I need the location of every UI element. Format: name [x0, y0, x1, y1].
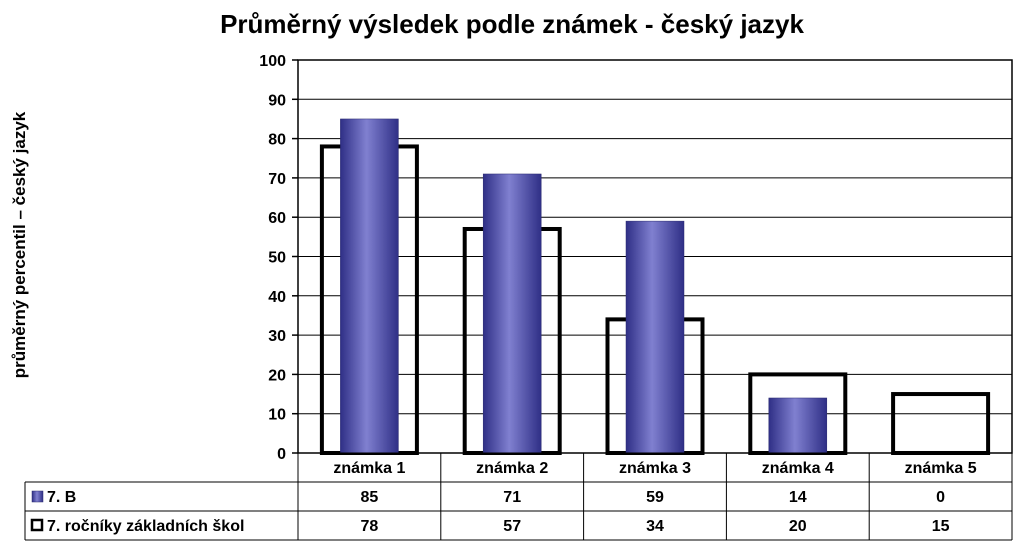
plot-area: 0 10 20 30 40 50 60 70 80 90 100 — [259, 53, 1013, 463]
y-axis-label: průměrný percentil – český jazyk — [10, 111, 29, 378]
data-value: 59 — [646, 489, 664, 506]
data-value: 20 — [789, 518, 807, 535]
y-tick-label: 20 — [268, 367, 286, 384]
category-label: známka 3 — [619, 460, 691, 477]
series-name: 7. B — [47, 489, 76, 506]
data-value: 15 — [932, 518, 950, 535]
category-label: známka 5 — [905, 460, 977, 477]
bar-filled — [340, 118, 399, 454]
bar-filled — [768, 397, 828, 454]
series-name: 7. ročníky základních škol — [47, 518, 244, 535]
y-tick-label: 40 — [268, 289, 286, 306]
data-value: 57 — [503, 518, 521, 535]
data-value: 14 — [789, 489, 807, 506]
category-label: známka 1 — [333, 460, 405, 477]
y-tick-label: 100 — [259, 53, 286, 70]
y-tick-label: 80 — [268, 132, 286, 149]
data-value: 34 — [646, 518, 664, 535]
category-label: známka 2 — [476, 460, 548, 477]
y-tick-label: 60 — [268, 210, 286, 227]
bar-outline — [891, 392, 991, 455]
data-value: 71 — [503, 489, 521, 506]
y-tick-label: 0 — [277, 446, 286, 463]
y-tick-label: 70 — [268, 171, 286, 188]
data-value: 78 — [361, 518, 379, 535]
bar-filled — [482, 173, 542, 454]
category-label: známka 4 — [762, 460, 834, 477]
y-tick-label: 90 — [268, 92, 286, 109]
data-value: 85 — [361, 489, 379, 506]
data-value: 0 — [936, 489, 945, 506]
chart-title: Průměrný výsledek podle známek - český j… — [220, 9, 804, 39]
bar-filled — [625, 220, 685, 454]
y-tick-label: 10 — [268, 407, 286, 424]
y-tick-label: 50 — [268, 250, 286, 267]
y-tick-label: 30 — [268, 328, 286, 345]
legend-swatch-outline — [30, 518, 44, 532]
legend-swatch-filled — [31, 490, 44, 503]
data-table: známka 1 známka 2 známka 3 známka 4 známka 5… — [24, 452, 1013, 541]
